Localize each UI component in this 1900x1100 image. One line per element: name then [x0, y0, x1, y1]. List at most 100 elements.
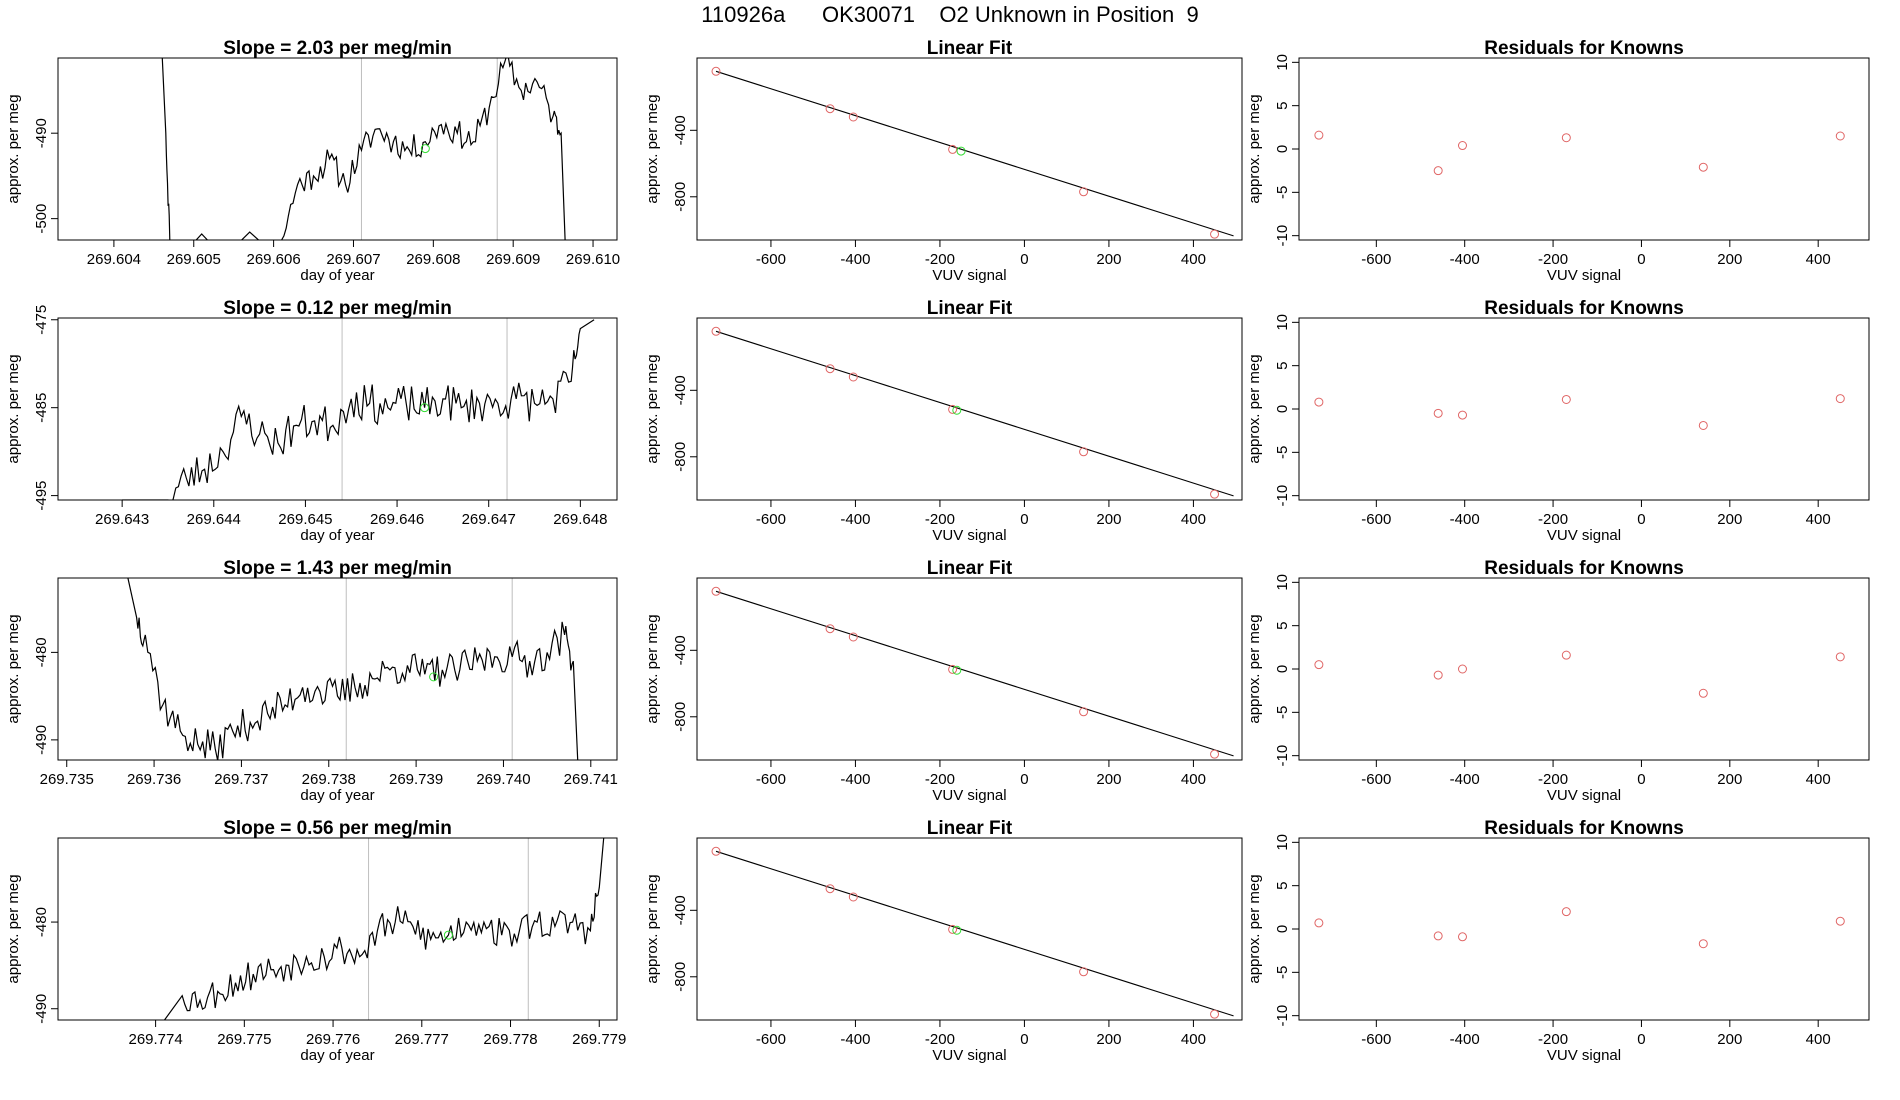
y-tick-label: -480	[33, 637, 50, 667]
x-tick-label: 0	[1637, 771, 1645, 788]
x-tick-label: 269.779	[572, 1031, 626, 1048]
x-axis-label: day of year	[300, 267, 374, 284]
known-point	[711, 66, 721, 76]
x-tick-label: 269.647	[462, 511, 516, 528]
x-tick-label: 200	[1096, 1031, 1121, 1048]
unknown-point	[443, 930, 453, 940]
x-tick-label: 269.776	[306, 1031, 360, 1048]
residual-point	[1561, 650, 1571, 660]
plot-area	[1314, 650, 1845, 698]
series-line	[127, 578, 579, 760]
x-tick-label: -400	[840, 511, 870, 528]
plot-area	[711, 326, 1234, 499]
panel-timeseries-1: Slope = 2.03 per meg/min 269.604 269.605 26…	[5, 38, 620, 284]
series-line	[122, 319, 595, 500]
panel-title: Residuals for Knowns	[1484, 558, 1684, 579]
y-tick-label: -500	[33, 204, 50, 234]
y-tick-label: -490	[33, 994, 50, 1024]
x-tick-label: -400	[1450, 771, 1480, 788]
y-tick-label: 10	[1274, 574, 1291, 591]
x-tick-label: -600	[1361, 251, 1391, 268]
x-tick-label: 269.643	[95, 511, 149, 528]
known-point	[825, 104, 835, 114]
plot-frame	[57, 57, 618, 241]
x-tick-label: -200	[1538, 771, 1568, 788]
residual-point	[1561, 394, 1571, 404]
panel-title: Slope = 2.03 per meg/min	[223, 38, 452, 59]
x-tick-label: 400	[1181, 511, 1206, 528]
unknown-point	[420, 144, 430, 154]
panel-residuals-1: Residuals for Knowns -600 -400 -200 0 200 400 1…	[1246, 38, 1870, 284]
residual-point	[1835, 652, 1845, 662]
residual-point	[1561, 907, 1571, 917]
plot-area	[1314, 907, 1845, 949]
x-tick-label: 400	[1806, 1031, 1831, 1048]
x-axis-label: day of year	[300, 1047, 374, 1064]
residual-point	[1835, 916, 1845, 926]
panel-title: Slope = 1.43 per meg/min	[223, 558, 452, 579]
panel-residuals-3: Residuals for Knowns -600 -400 -200 0 200 400 1…	[1246, 558, 1870, 804]
x-tick-label: 269.777	[395, 1031, 449, 1048]
y-axis-label: approx. per meg	[1246, 94, 1263, 203]
panel-timeseries-2: Slope = 0.12 per meg/min 269.643 269.644 26…	[5, 298, 618, 544]
x-tick-label: -600	[1361, 1031, 1391, 1048]
y-tick-label: 5	[1274, 101, 1291, 109]
y-axis-label: approx. per meg	[644, 614, 661, 723]
panel-fit-4: Linear Fit -600 -400 -200 0 200 400 -400 -800 VUV…	[644, 818, 1243, 1064]
x-tick-label: 200	[1096, 511, 1121, 528]
x-tick-label: 400	[1181, 251, 1206, 268]
plot-area	[122, 318, 595, 500]
x-tick-label: 0	[1020, 251, 1028, 268]
known-point	[1210, 749, 1220, 759]
panel-fit-1: Linear Fit -600 -400 -200 0 200 400 -400 -800 VUV…	[644, 38, 1243, 284]
x-tick-label: 200	[1717, 1031, 1742, 1048]
plot-frame	[696, 577, 1243, 761]
x-axis-label: VUV signal	[932, 527, 1006, 544]
x-tick-label: 400	[1806, 771, 1831, 788]
x-tick-label: 200	[1717, 251, 1742, 268]
x-tick-label: 269.741	[564, 771, 618, 788]
known-point	[948, 664, 958, 674]
x-tick-label: -400	[1450, 1031, 1480, 1048]
residual-point	[1835, 131, 1845, 141]
x-tick-label: 200	[1717, 771, 1742, 788]
plot-area	[1314, 394, 1845, 430]
y-tick-label: -5	[1274, 446, 1291, 459]
x-axis-label: VUV signal	[932, 1047, 1006, 1064]
x-tick-label: -200	[925, 251, 955, 268]
residual-point	[1314, 397, 1324, 407]
residual-point	[1698, 162, 1708, 172]
x-tick-label: -600	[756, 1031, 786, 1048]
plot-area	[127, 578, 579, 760]
plot-frame	[1298, 837, 1870, 1021]
residual-point	[1561, 133, 1571, 143]
x-axis-label: day of year	[300, 527, 374, 544]
x-axis-label: day of year	[300, 787, 374, 804]
residual-point	[1433, 670, 1443, 680]
known-point	[848, 632, 858, 642]
x-tick-label: 269.607	[326, 251, 380, 268]
y-tick-label: -490	[33, 725, 50, 755]
x-tick-label: 0	[1637, 1031, 1645, 1048]
x-tick-label: -400	[840, 771, 870, 788]
residual-point	[1314, 918, 1324, 928]
x-tick-label: 269.740	[476, 771, 530, 788]
x-tick-label: 200	[1096, 771, 1121, 788]
known-point	[1210, 489, 1220, 499]
plot-frame	[696, 57, 1243, 241]
x-tick-label: -400	[840, 251, 870, 268]
x-axis-label: VUV signal	[932, 787, 1006, 804]
y-axis-label: approx. per meg	[1246, 614, 1263, 723]
fit-line	[715, 330, 1234, 497]
known-point	[1210, 229, 1220, 239]
unknown-point	[952, 665, 962, 675]
x-tick-label: -200	[925, 771, 955, 788]
panel-residuals-2: Residuals for Knowns -600 -400 -200 0 200 400 1…	[1246, 298, 1870, 544]
x-tick-label: 269.604	[87, 251, 141, 268]
panel-title: Residuals for Knowns	[1484, 298, 1684, 319]
y-axis-label: approx. per meg	[5, 614, 22, 723]
x-tick-label: 0	[1020, 771, 1028, 788]
y-axis-label: approx. per meg	[644, 874, 661, 983]
y-tick-label: -800	[672, 962, 689, 992]
